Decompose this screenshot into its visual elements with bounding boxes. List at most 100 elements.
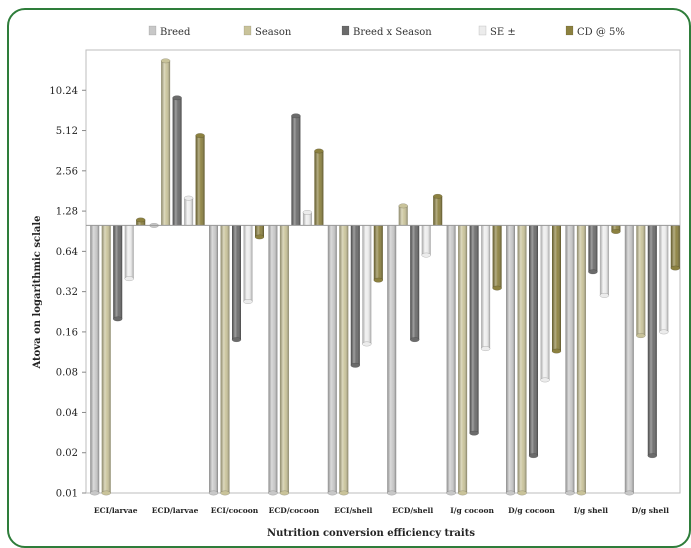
- bar-shade: [161, 60, 171, 226]
- y-tick-label: 5.12: [56, 126, 78, 137]
- bar-shade: [220, 225, 230, 494]
- bar-cap: [135, 217, 146, 223]
- bar-cd-5--2: [195, 133, 205, 226]
- legend-label: Breed x Season: [353, 27, 432, 38]
- bar-shade: [611, 225, 621, 232]
- bar-cap: [183, 195, 194, 201]
- bar-cap: [112, 316, 123, 322]
- bar-shade: [576, 225, 586, 494]
- bar-cap: [421, 252, 431, 258]
- bar-season-7: [457, 225, 468, 496]
- legend-swatch: [565, 25, 574, 36]
- y-tick-label: 0.01: [56, 489, 78, 500]
- bar-shade: [624, 225, 634, 494]
- bar-shade: [481, 225, 491, 349]
- bar-breed-x-season-10: [647, 225, 658, 459]
- bar-shade: [670, 225, 680, 269]
- bar-season-6: [398, 203, 408, 226]
- bar-breed-7: [446, 225, 456, 496]
- bar-shade: [517, 225, 527, 494]
- bar-season-10: [636, 225, 646, 339]
- bar-shade: [291, 115, 301, 226]
- bar-cap: [386, 490, 397, 496]
- bar-cap: [339, 490, 349, 496]
- bar-shade: [659, 225, 669, 332]
- bar-shade: [124, 225, 134, 279]
- bar-cap: [505, 490, 516, 496]
- bar-breed-8: [505, 225, 516, 496]
- bar-se--10: [659, 225, 669, 335]
- bar-cd-5--6: [432, 193, 443, 226]
- bar-cap: [446, 490, 456, 496]
- x-category-label: ECD/shell: [392, 506, 433, 515]
- bar-breed-x-season-2: [172, 95, 182, 226]
- bar-shade: [268, 225, 278, 494]
- bar-cap: [480, 346, 491, 352]
- y-axis-title: Atova on logarithmic sclale: [32, 215, 43, 369]
- bar-shade: [90, 225, 100, 494]
- bar-cap: [599, 292, 610, 298]
- bar-shade: [387, 225, 397, 494]
- bar-cap: [279, 490, 290, 496]
- bar-cap: [670, 265, 681, 271]
- bar-se--3: [243, 225, 253, 304]
- bar-shade: [327, 225, 337, 494]
- bar-shade: [279, 225, 289, 494]
- x-category-label: D/g shell: [632, 506, 669, 515]
- x-category-label: I/g shell: [574, 506, 608, 515]
- bar-cap: [101, 490, 111, 496]
- bar-cd-5--9: [611, 225, 621, 235]
- bar-breed-x-season-1: [112, 225, 123, 322]
- x-axis-title: Nutrition conversion efficiency traits: [267, 528, 475, 539]
- bar-se--9: [599, 225, 610, 298]
- y-tick-label: 0.32: [56, 287, 78, 298]
- bar-season-3: [220, 225, 230, 496]
- bar-cap: [314, 148, 324, 154]
- bar-cap: [291, 113, 301, 119]
- bar-cap: [576, 490, 587, 496]
- bar-breed-5: [327, 225, 338, 496]
- bar-shade: [469, 225, 479, 434]
- bar-cap: [220, 490, 230, 496]
- bar-cap: [327, 490, 338, 496]
- bar-shade: [195, 135, 205, 226]
- bar-shade: [350, 225, 360, 366]
- bar-cap: [528, 453, 539, 459]
- y-tick-label: 1.28: [56, 207, 78, 218]
- bar-cd-5--8: [551, 225, 562, 354]
- bar-cap: [469, 430, 479, 436]
- plot-area: [85, 49, 681, 494]
- bar-breed-4: [268, 225, 278, 496]
- bar-shade: [314, 151, 324, 226]
- bar-shade: [232, 225, 241, 340]
- bar-shade: [647, 225, 657, 456]
- bar-shade: [209, 225, 218, 494]
- bar-breed-3: [208, 225, 219, 496]
- y-tick-label: 0.08: [56, 368, 78, 379]
- bar-shade: [362, 225, 372, 344]
- bar-breed-10: [624, 225, 635, 496]
- legend-swatch: [243, 25, 252, 36]
- bar-shade: [492, 225, 502, 289]
- y-tick-label: 0.04: [56, 408, 78, 419]
- bar-cap: [432, 193, 443, 199]
- bar-cap: [160, 58, 171, 64]
- bar-cap: [350, 362, 361, 368]
- bar-cap: [565, 490, 575, 496]
- bar-breed-6: [386, 225, 397, 496]
- bar-cap: [195, 133, 205, 138]
- bar-shade: [339, 225, 349, 494]
- bar-cap: [409, 337, 420, 343]
- legend-label: Breed: [160, 27, 191, 38]
- bar-shade: [506, 225, 515, 494]
- bar-cap: [89, 490, 100, 496]
- bar-cd-5--3: [254, 225, 265, 240]
- bar-season-8: [517, 225, 527, 496]
- legend-item: Breed: [148, 25, 191, 38]
- bar-breed-x-season-6: [409, 225, 420, 343]
- legend-label: Season: [255, 27, 292, 38]
- x-category-label: D/g cocoon: [508, 506, 555, 515]
- bar-se--8: [540, 225, 550, 383]
- y-tick-label: 2.56: [56, 166, 78, 177]
- bar-cd-5--5: [373, 225, 384, 283]
